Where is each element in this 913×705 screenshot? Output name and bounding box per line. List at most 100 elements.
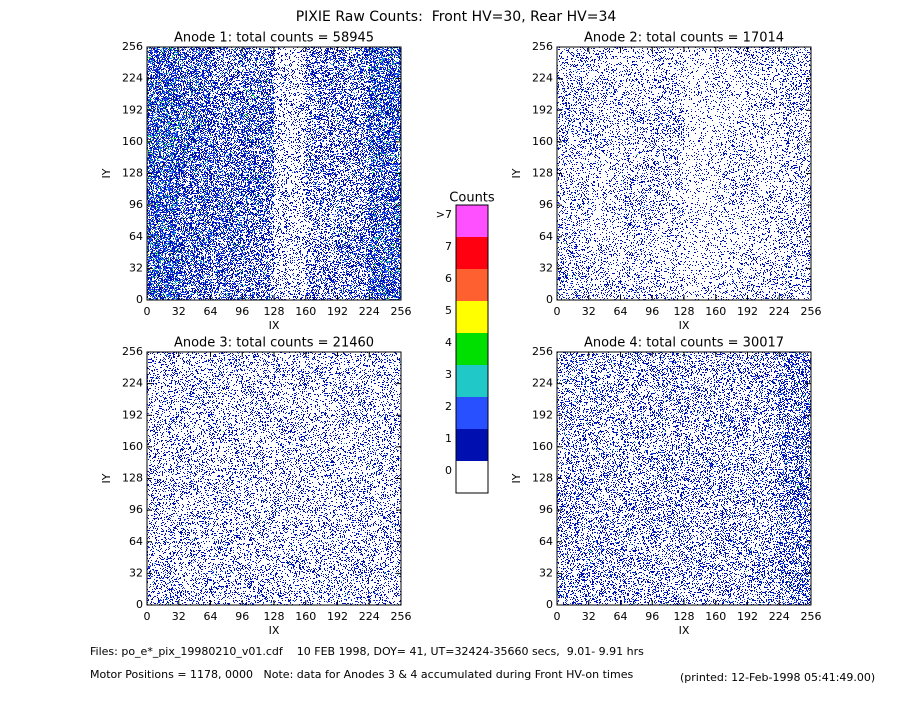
count-pixels	[655, 81, 683, 108]
x-tick-label: 224	[769, 610, 790, 623]
colorbar-label: 3	[445, 368, 452, 381]
count-pixels	[557, 573, 589, 605]
count-pixels	[242, 205, 274, 236]
count-pixels	[289, 412, 290, 413]
count-pixels	[557, 542, 589, 572]
count-pixels	[338, 47, 369, 79]
count-pixels	[344, 479, 368, 509]
count-pixels	[369, 447, 401, 476]
density-cell	[779, 573, 811, 605]
y-tick-label: 0	[136, 598, 143, 611]
count-pixels	[179, 47, 211, 79]
count-pixels	[211, 573, 242, 605]
y-tick-label: 224	[122, 72, 143, 85]
density-cell	[369, 415, 401, 447]
density-cell	[147, 415, 179, 447]
colorbar-label: 7	[445, 240, 452, 253]
density-cell	[621, 384, 652, 415]
count-pixels	[274, 175, 275, 176]
density-cell	[179, 205, 211, 237]
y-tick-label: 32	[129, 566, 143, 579]
count-pixels	[748, 542, 778, 572]
count-pixels	[369, 415, 399, 446]
count-pixels	[338, 510, 369, 542]
count-pixels	[147, 573, 179, 605]
count-pixels	[613, 365, 614, 366]
count-pixels	[748, 573, 779, 605]
count-pixels	[557, 268, 589, 300]
density-cell	[211, 268, 242, 300]
y-tick-label: 96	[129, 198, 143, 211]
y-tick-label: 224	[532, 72, 553, 85]
count-pixels	[589, 110, 621, 142]
count-pixels	[621, 174, 652, 205]
density-cell	[242, 542, 274, 573]
colorbar-swatch	[456, 429, 488, 461]
count-pixels	[621, 80, 652, 106]
density-cell	[652, 205, 684, 237]
density-cell	[652, 352, 684, 384]
density-cell	[652, 79, 684, 110]
count-pixels	[793, 276, 794, 277]
count-pixels	[369, 47, 401, 78]
count-pixels	[148, 139, 149, 140]
density-cell	[179, 174, 211, 205]
count-pixels	[369, 174, 401, 205]
density-cell	[621, 174, 652, 205]
count-pixels	[621, 447, 652, 479]
count-pixels	[716, 447, 748, 478]
count-pixels	[242, 352, 274, 384]
x-axis-label: IX	[269, 624, 280, 637]
count-pixels	[158, 86, 159, 87]
density-cell	[716, 237, 748, 268]
x-tick-label: 128	[264, 305, 285, 318]
x-tick-label: 192	[737, 305, 758, 318]
density-cell	[369, 142, 401, 174]
count-pixels	[292, 600, 293, 601]
density-cell	[338, 268, 369, 300]
x-tick-label: 224	[769, 305, 790, 318]
colorbar-swatch	[456, 301, 488, 333]
count-pixels	[652, 415, 684, 447]
count-pixels	[338, 111, 369, 142]
count-pixels	[242, 447, 274, 479]
count-pixels	[589, 47, 621, 79]
count-pixels	[274, 237, 306, 268]
count-pixels	[342, 356, 343, 357]
count-pixels	[716, 237, 748, 268]
count-pixels	[716, 542, 747, 571]
y-tick-label: 96	[539, 503, 553, 516]
density-cell	[779, 415, 811, 447]
y-tick-label: 128	[532, 472, 553, 485]
density-cell	[557, 205, 589, 237]
colorbar-swatch	[456, 365, 488, 397]
density-cell	[274, 142, 306, 174]
density-cell	[779, 384, 811, 415]
density-cell	[306, 384, 338, 415]
density-cell	[779, 79, 811, 110]
count-pixels	[621, 205, 652, 237]
count-pixels	[306, 174, 338, 205]
density-cell	[557, 110, 589, 142]
count-pixels	[306, 174, 338, 205]
density-cell	[274, 268, 306, 300]
count-pixels	[342, 547, 350, 559]
count-pixels	[589, 237, 621, 268]
count-pixels	[179, 237, 211, 268]
density-cell	[274, 110, 306, 142]
count-pixels	[716, 479, 748, 510]
count-pixels	[708, 111, 713, 139]
count-pixels	[652, 447, 684, 479]
count-pixels	[730, 446, 731, 447]
count-pixels	[589, 268, 621, 300]
x-tick-label: 0	[554, 305, 561, 318]
count-pixels	[307, 511, 335, 542]
count-pixels	[748, 447, 779, 479]
count-pixels	[748, 510, 779, 542]
density-cell	[147, 205, 179, 237]
count-pixels	[163, 287, 164, 288]
x-tick-label: 224	[359, 610, 380, 623]
colorbar-label: >7	[436, 208, 452, 221]
density-cell	[557, 79, 589, 110]
count-pixels	[684, 447, 716, 479]
